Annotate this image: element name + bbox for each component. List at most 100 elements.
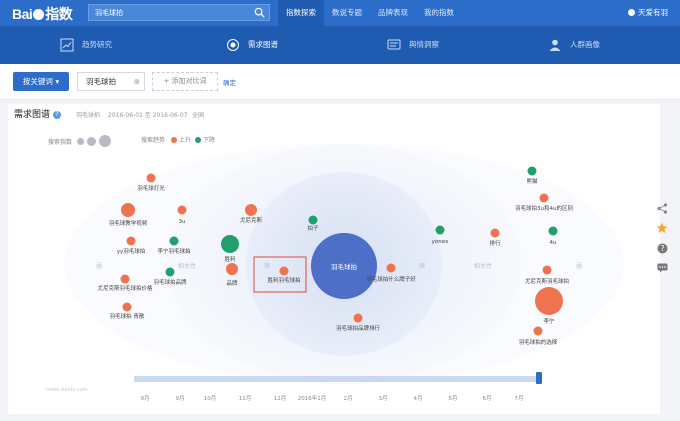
keyword-label: 尤尼克斯羽毛球拍价格 [97, 284, 153, 292]
keyword-label: 3u [179, 219, 186, 225]
timeline-handle [536, 372, 542, 384]
keyword-label: 羽毛球拍3u和4u的区别 [515, 204, 573, 212]
user-name: 天爱有羽 [638, 8, 668, 17]
watermark: index.baidu.com [46, 387, 88, 393]
keyword-bubble[interactable] [535, 287, 563, 315]
paw-icon [33, 9, 45, 20]
legend-up-dot [171, 136, 178, 143]
keyword-bubble[interactable] [121, 203, 135, 217]
svg-text:?: ? [660, 244, 664, 253]
subnav-trend[interactable]: 趋势研究 [60, 26, 112, 64]
keyword-label: yonex [432, 239, 449, 245]
legend-down-dot [195, 136, 202, 143]
nav-my-index[interactable]: 我的指数 [424, 8, 454, 17]
keyword-bubble[interactable] [226, 263, 238, 275]
keyword-bubble[interactable] [533, 326, 543, 336]
keyword-label: 羽毛球拍 青散 [110, 312, 145, 320]
subnav-demand-map[interactable]: 需求图谱 [226, 26, 278, 64]
search-icon[interactable] [254, 7, 265, 18]
keyword-bubble[interactable] [386, 263, 396, 273]
nav-brand-performance[interactable]: 品牌表现 [378, 8, 408, 17]
keyword-label: yy羽毛球拍 [117, 247, 146, 255]
nav-index-explore[interactable]: 指数探索 [278, 0, 324, 26]
baidu-index-logo[interactable]: Bai 指数 [12, 6, 73, 22]
user-menu[interactable]: 天爱有羽 [628, 0, 668, 26]
keyword-bubble[interactable] [146, 173, 156, 183]
timeline-ticks: 9月 9月 10月 11月 12月 2016年1月 2月 3月 4月 5月 6月 7月 [141, 394, 524, 402]
nav-data-topics[interactable]: 数说专题 [332, 8, 362, 17]
keyword-bubble[interactable] [279, 266, 289, 276]
feedback-button[interactable] [653, 258, 671, 278]
ring-label-weak-left: 弱 [96, 263, 102, 270]
timeline-label: 7月 [515, 395, 524, 402]
timeline-label: 10月 [204, 395, 217, 402]
timeline-track [134, 376, 542, 382]
keyword-bubble[interactable] [490, 228, 500, 238]
timeline-label: 11月 [239, 395, 252, 402]
side-toolbar: ? [653, 198, 671, 278]
keyword-label: 羽毛球教学视频 [109, 219, 148, 227]
timeline-label: 3月 [379, 395, 388, 402]
trend-chart-icon [60, 38, 74, 52]
search-input[interactable] [95, 7, 245, 19]
subnav-people[interactable]: 人群画像 [548, 26, 600, 64]
keyword-label: 胜利 [224, 255, 235, 263]
keyword-mode-button[interactable]: 按关键词 ▾ [13, 72, 69, 91]
highlight-box [253, 256, 307, 293]
keyword-label: 尤尼克斯 [240, 216, 263, 224]
add-compare-button[interactable]: + 添加对比词 [152, 72, 218, 91]
timeline-label: 5月 [449, 395, 458, 402]
keyword-bubble[interactable] [539, 193, 549, 203]
keyword-tag[interactable]: 羽毛球拍 ⊗ [77, 72, 145, 91]
remove-keyword-icon[interactable]: ⊗ [133, 77, 140, 86]
chevron-down-icon: ▾ [55, 77, 60, 86]
keyword-label: 李宁羽毛球拍 [157, 247, 190, 255]
keyword-bubble[interactable] [245, 204, 257, 216]
ring-label-corr-right: 相关性 [474, 262, 492, 270]
search-box [88, 4, 270, 21]
timeline-label: 9月 [141, 395, 150, 402]
ring-label-strong-left: 强 [264, 263, 270, 270]
keyword-label: 羽毛球拍什么牌子好 [366, 275, 416, 283]
confirm-link[interactable]: 确定 [223, 79, 236, 87]
timeline-label: 12月 [274, 395, 287, 402]
keyword-bubble[interactable] [120, 274, 130, 284]
filter-bar: 按关键词 ▾ 羽毛球拍 ⊗ + 添加对比词 确定 [0, 64, 680, 100]
sentiment-icon [387, 39, 401, 50]
keyword-bubble[interactable] [527, 166, 537, 176]
panel-date-range: 2016-06-01 至 2016-06-07 [108, 112, 188, 119]
keyword-bubble[interactable] [122, 302, 132, 312]
legend-trend: 搜索趋势 上升 下降 [141, 136, 216, 144]
keyword-bubble[interactable] [548, 226, 558, 236]
ring-label-weak-right: 弱 [576, 263, 582, 270]
keyword-bubble[interactable] [221, 235, 239, 253]
demand-map-panel: 羽毛球拍 弱 相关性 强 强 相关性 弱 羽毛球灯光 羽毛球教学视频 3u 尤尼克斯 y… [8, 104, 660, 414]
keyword-label: 4u [550, 240, 557, 246]
keyword-bubble[interactable] [169, 236, 179, 246]
keyword-bubble[interactable] [435, 225, 445, 235]
favorite-button[interactable] [653, 218, 671, 238]
keyword-bubble[interactable] [308, 215, 318, 225]
star-icon [656, 222, 668, 233]
keyword-bubble[interactable] [542, 265, 552, 275]
legend-search-index: 搜索指数 [48, 135, 112, 147]
keyword-label: 李宁 [543, 317, 555, 325]
keyword-bubble[interactable] [177, 205, 187, 215]
keyword-bubble[interactable] [126, 236, 136, 246]
keyword-label: 羽毛球灯光 [137, 184, 165, 192]
center-label: 羽毛球拍 [331, 262, 357, 271]
timeline-label: 6月 [483, 395, 492, 402]
keyword-bubble[interactable] [353, 313, 363, 323]
help-icon[interactable]: ? [53, 111, 62, 119]
comment-icon [657, 263, 667, 273]
subnav-sentiment[interactable]: 舆情洞察 [387, 26, 439, 64]
sub-nav: 趋势研究 需求图谱 舆情洞察 人群画像 [0, 26, 680, 64]
timeline-label: 4月 [414, 395, 423, 402]
keyword-bubble[interactable] [165, 267, 175, 277]
people-icon [549, 39, 561, 51]
share-button[interactable] [653, 198, 671, 218]
top-nav: 指数探索 数说专题 品牌表现 我的指数 [278, 0, 462, 26]
legend-size-small [77, 137, 85, 145]
help-button[interactable]: ? [653, 238, 671, 258]
